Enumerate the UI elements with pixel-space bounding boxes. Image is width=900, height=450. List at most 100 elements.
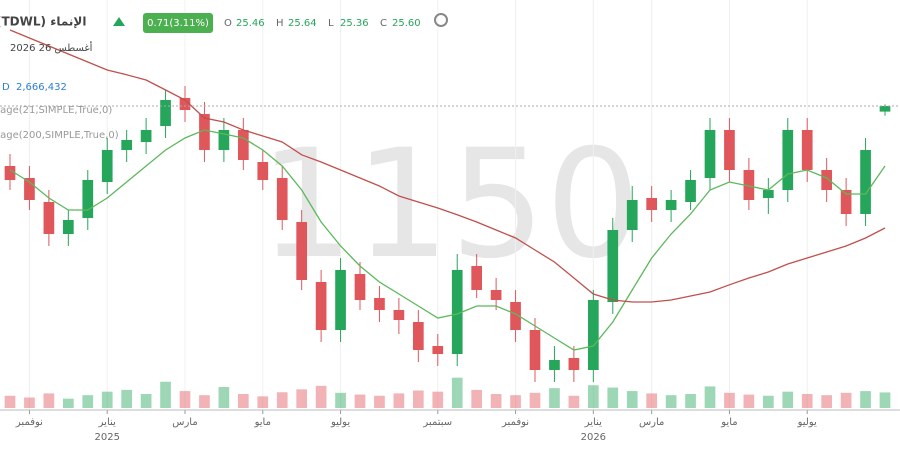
x-tick-label: يناير <box>584 417 602 428</box>
x-tick-label: يناير <box>98 417 116 428</box>
volume: 2,666,432 <box>16 82 67 93</box>
volume-bar <box>607 387 619 408</box>
volume-bar <box>179 391 191 408</box>
volume-bar <box>587 385 599 408</box>
volume-bar <box>43 393 55 408</box>
candle-body <box>160 100 171 126</box>
candle-body <box>490 290 502 300</box>
candle-body <box>451 270 463 354</box>
ma-label: rage(21,SIMPLE,True,0) <box>0 105 112 116</box>
candle-body <box>24 178 35 200</box>
candle-body <box>354 274 366 300</box>
volume-bar <box>685 394 696 408</box>
ohlc-value: 25.46 <box>236 18 265 29</box>
candle-body <box>101 150 113 182</box>
candle-body <box>62 220 74 234</box>
candle-body <box>879 106 891 112</box>
candle-body <box>199 114 210 150</box>
candle-body <box>685 180 696 202</box>
volume-bar <box>199 395 210 408</box>
candle-body <box>432 346 444 354</box>
x-tick-label: مايو <box>254 417 271 428</box>
candle-body <box>4 166 16 180</box>
ohlc-value: 25.60 <box>392 18 421 29</box>
candle-body <box>801 130 813 170</box>
x-tick-label: نوفمبر <box>15 417 43 428</box>
candle-body <box>257 162 269 180</box>
volume-key: D <box>2 82 10 93</box>
volume-bar <box>4 395 16 408</box>
candle-body <box>840 190 852 214</box>
ohlc-key: L <box>328 18 334 29</box>
settings-icon[interactable] <box>434 13 448 27</box>
volume-bar <box>354 394 366 408</box>
candle-body <box>762 190 774 198</box>
volume-bar <box>743 394 755 408</box>
volume-bar <box>218 387 230 408</box>
symbol: (TDWL) الإنماء <box>0 15 86 29</box>
candle-body <box>412 322 424 350</box>
candle-body <box>471 266 483 290</box>
volume-bar <box>432 391 444 408</box>
candle-body <box>724 130 735 170</box>
candle-body <box>607 230 619 302</box>
volume-bar <box>801 394 813 408</box>
volume-bar <box>762 395 774 408</box>
ohlc-value: 25.36 <box>340 18 369 29</box>
moving-average <box>9 29 886 303</box>
candle-body <box>665 200 677 210</box>
candle-body <box>237 130 249 160</box>
x-tick-label: مايو <box>720 417 737 428</box>
x-tick-year: 2025 <box>94 432 119 443</box>
volume-bar <box>860 391 871 408</box>
candle-body <box>276 178 288 220</box>
candle-body <box>393 310 405 320</box>
volume-bar <box>335 392 346 408</box>
volume-bar <box>276 392 288 408</box>
volume-bar <box>101 391 113 408</box>
up-arrow <box>113 17 125 26</box>
volume-bar <box>374 395 385 408</box>
candle-body <box>568 358 580 370</box>
volume-bar <box>160 381 171 408</box>
candle-body <box>179 98 191 110</box>
volume-bar <box>549 388 560 408</box>
volume-bar <box>568 395 580 408</box>
volume-bar <box>140 394 152 408</box>
volume-bar <box>296 389 308 408</box>
candle-body <box>587 300 599 370</box>
candle-body <box>315 282 327 330</box>
volume-bar <box>24 397 35 408</box>
volume-bar <box>471 389 483 408</box>
date: أغسطس 26 2026 <box>10 41 93 54</box>
change-badge[interactable] <box>143 13 213 33</box>
candle-body <box>121 140 133 150</box>
volume-bar <box>393 393 405 408</box>
candle-body <box>296 222 308 280</box>
candle-body <box>374 298 385 310</box>
candle-body <box>82 180 94 218</box>
volume-bar <box>257 396 269 408</box>
candle-body <box>335 270 346 330</box>
watermark: 1150 <box>259 118 641 292</box>
candle-body <box>510 302 521 330</box>
x-tick-label: مارس <box>172 417 197 428</box>
ohlc-key: H <box>276 18 284 29</box>
x-tick-label: يوليو <box>330 417 350 428</box>
x-tick-year: 2026 <box>581 432 606 443</box>
volume-bar <box>82 395 94 408</box>
candle-body <box>549 360 560 370</box>
candle-body <box>140 130 152 142</box>
candle-body <box>529 330 541 370</box>
volume-bar <box>490 394 502 408</box>
ohlc-key: C <box>380 18 387 29</box>
volume-bar <box>646 393 658 408</box>
candle-body <box>704 130 716 178</box>
candle-body <box>626 200 638 230</box>
volume-bar <box>315 385 327 408</box>
volume-bar <box>840 392 852 408</box>
x-tick-label: يوليو <box>797 417 817 428</box>
